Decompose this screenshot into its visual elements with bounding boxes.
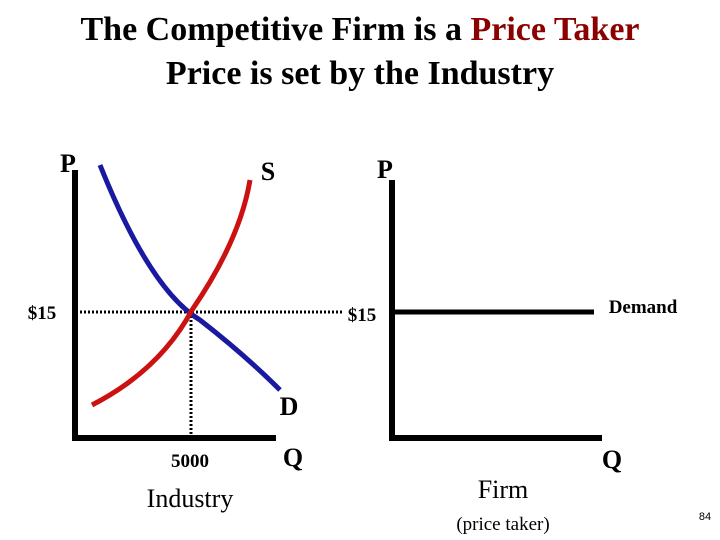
firm-graph: P $15 Demand Q Firm (price taker) [348, 155, 678, 535]
title-highlight: Price Taker [470, 11, 639, 48]
supply-curve [90, 179, 253, 408]
subcaption: (price taker) [456, 514, 549, 535]
y-axis-label: P [377, 155, 393, 184]
title-text: The Competitive Firm is a [80, 11, 462, 48]
demand-curve [97, 164, 282, 392]
caption: Firm [478, 475, 529, 504]
x-axis-label: Q [283, 443, 303, 472]
x-axis-label: Q [602, 445, 622, 474]
demand-label: D [280, 392, 299, 421]
caption: Industry [147, 484, 234, 513]
quantity-label: 5000 [171, 451, 209, 472]
page-number: 84 [699, 511, 711, 523]
demand-label: Demand [609, 297, 678, 318]
industry-graph: P S D Q $15 5000 Industry [28, 149, 342, 513]
price-label: $15 [28, 303, 57, 324]
supply-label: S [261, 157, 275, 186]
y-axis-label: P [60, 149, 76, 178]
price-label: $15 [348, 305, 377, 326]
title-line: The Competitive Firm is a Price Taker [80, 11, 639, 48]
title-line: Price is set by the Industry [166, 55, 554, 92]
